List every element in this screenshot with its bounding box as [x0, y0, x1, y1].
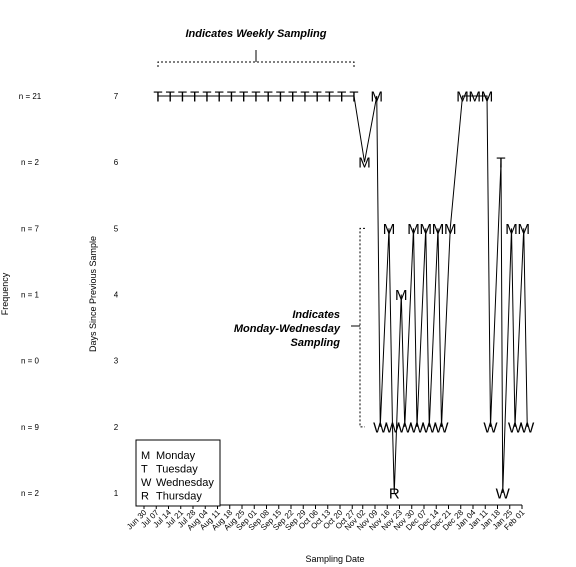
series-line	[158, 95, 528, 494]
data-point-label: M	[481, 89, 494, 106]
legend-entry-label: Monday	[156, 450, 196, 462]
data-point-label: M	[383, 221, 396, 238]
data-point-label: W	[520, 419, 535, 436]
y-tick-label: 5	[114, 224, 119, 233]
y-tick-label: 4	[114, 291, 119, 300]
y-tick-label: 6	[114, 158, 119, 167]
frequency-axis-title: Frequency	[0, 272, 10, 315]
data-point-label: W	[496, 486, 511, 503]
data-point-label: T	[276, 89, 285, 106]
monday-wednesday-annotation: Monday-Wednesday	[234, 323, 341, 335]
data-point-label: T	[300, 89, 309, 106]
series-polyline	[158, 95, 528, 494]
monday-wednesday-annotation: Indicates	[292, 309, 340, 321]
y-tick-label: 2	[114, 423, 119, 432]
data-point-label: T	[202, 89, 211, 106]
weekly-bracket	[157, 61, 355, 67]
data-point-label: M	[469, 89, 482, 106]
frequency-label: n = 2	[21, 489, 40, 498]
legend-code: M	[141, 450, 150, 462]
monday-wednesday-annotation: Sampling	[290, 337, 340, 349]
data-point-label: W	[422, 419, 437, 436]
legend-code: T	[141, 464, 148, 476]
legend-code: R	[141, 491, 149, 503]
data-point-label: W	[385, 419, 400, 436]
data-point-label: T	[288, 89, 297, 106]
data-point-label: W	[508, 419, 523, 436]
legend-box	[135, 439, 221, 507]
data-point-label: M	[358, 155, 371, 172]
legend-code: W	[141, 477, 152, 489]
data-point-label: T	[251, 89, 260, 106]
data-point-label: W	[434, 419, 449, 436]
frequency-label: n = 2	[21, 158, 40, 167]
data-point-label: T	[215, 89, 224, 106]
data-point-label: T	[264, 89, 273, 106]
data-point-label: T	[325, 89, 334, 106]
data-point-label: M	[518, 221, 531, 238]
legend: M Monday T Tuesday W Wednesday R Thursday	[135, 439, 221, 507]
data-point-label: M	[432, 221, 445, 238]
data-point-label: W	[398, 419, 413, 436]
frequency-label: n = 0	[21, 357, 40, 366]
frequency-label: n = 1	[21, 291, 40, 300]
data-point-label: M	[420, 221, 433, 238]
data-point-label: R	[389, 486, 400, 503]
data-point-label: W	[483, 419, 498, 436]
data-point-label: T	[313, 89, 322, 106]
data-point-label: M	[444, 221, 457, 238]
data-point-label: M	[371, 89, 384, 106]
y-tick-label: 1	[114, 489, 119, 498]
frequency-label: n = 21	[19, 92, 42, 101]
monday-wednesday-bracket	[359, 227, 365, 428]
y-tick-label: 3	[114, 357, 119, 366]
frequency-labels: n = 21 n = 2 n = 7 n = 1 n = 0 n = 9 n = 2	[19, 92, 42, 498]
data-point-label: W	[410, 419, 425, 436]
data-point-label: M	[456, 89, 469, 106]
annotations: Indicates Weekly Sampling Indicates Monday…	[157, 28, 365, 428]
frequency-label: n = 7	[21, 224, 40, 233]
data-point-label: T	[239, 89, 248, 106]
y-tick-label: 7	[114, 92, 119, 101]
data-point-label: T	[153, 89, 162, 106]
legend-entry-label: Wednesday	[156, 477, 214, 489]
data-point-label: T	[178, 89, 187, 106]
data-point-label: T	[337, 89, 346, 106]
data-point-label: M	[407, 221, 420, 238]
legend-entry-label: Thursday	[156, 491, 202, 503]
data-point-label: T	[496, 155, 505, 172]
y-axis-title: Days Since Previous Sample	[88, 236, 98, 352]
data-point-label: T	[190, 89, 199, 106]
y-axis-ticks: 1 2 3 4 5 6 7	[114, 92, 119, 498]
legend-entry-label: Tuesday	[156, 464, 198, 476]
data-point-label: T	[227, 89, 236, 106]
data-point-label: T	[349, 89, 358, 106]
data-point-label: T	[166, 89, 175, 106]
frequency-label: n = 9	[21, 423, 40, 432]
data-point-label: M	[505, 221, 518, 238]
data-point-label: W	[373, 419, 388, 436]
x-axis-title: Sampling Date	[305, 554, 364, 564]
weekly-annotation: Indicates Weekly Sampling	[185, 28, 326, 40]
data-point-label: M	[395, 287, 408, 304]
